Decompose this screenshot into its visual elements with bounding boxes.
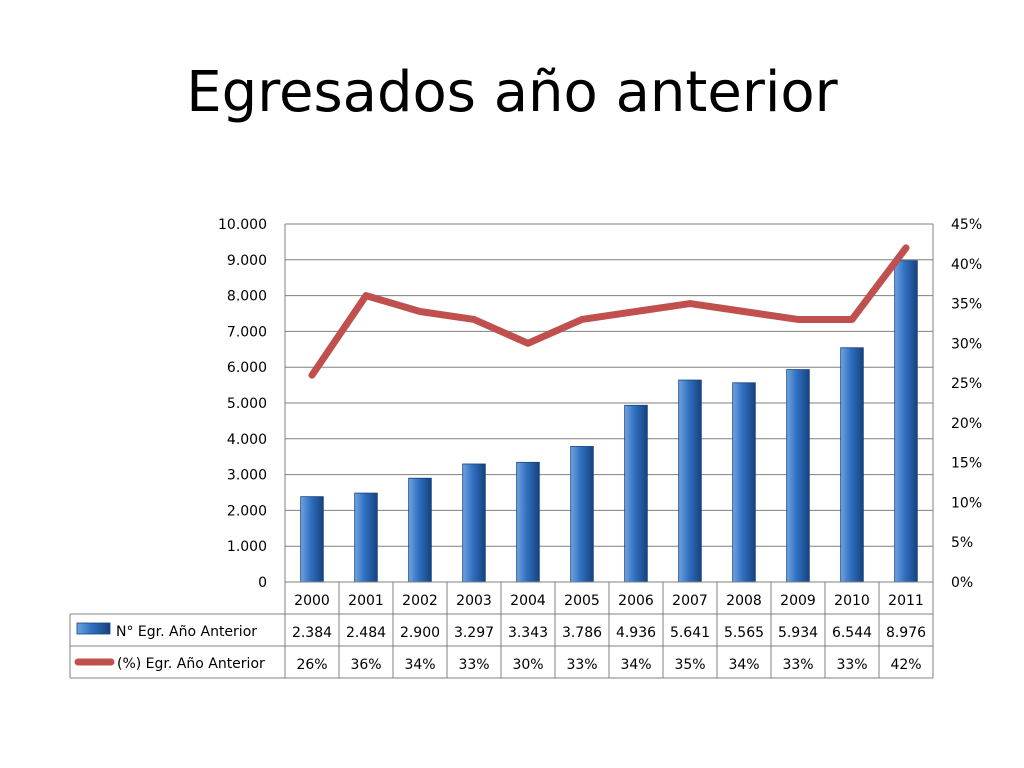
line-point — [311, 374, 313, 376]
bar-value-cell: 2.900 — [400, 625, 440, 641]
bar — [300, 496, 324, 583]
category-label: 2002 — [402, 593, 438, 609]
category-label: 2004 — [510, 593, 546, 609]
line-value-cell: 33% — [782, 657, 813, 673]
line-value-cell: 35% — [674, 657, 705, 673]
right-tick-label: 0% — [951, 575, 973, 591]
bar-value-cell: 8.976 — [886, 625, 926, 641]
left-tick-label: 8.000 — [227, 289, 267, 305]
percentage-line — [308, 244, 910, 379]
bar-value-cell: 6.544 — [832, 625, 872, 641]
left-tick-label: 7.000 — [227, 324, 267, 340]
line-value-cell: 34% — [728, 657, 759, 673]
bar — [732, 382, 756, 583]
right-tick-label: 25% — [951, 376, 982, 392]
bar — [570, 446, 594, 583]
left-tick-label: 5.000 — [227, 396, 267, 412]
axes: 0 1.000 2.000 3.000 4.000 5.000 6.000 7.000 8.00… — [218, 217, 982, 591]
left-tick-label: 6.000 — [227, 360, 267, 376]
bar — [462, 463, 486, 583]
line-point — [743, 311, 745, 313]
bar-value-cell: 5.565 — [724, 625, 764, 641]
category-label: 2009 — [780, 593, 816, 609]
left-tick-label: 9.000 — [227, 253, 267, 269]
right-tick-label: 10% — [951, 495, 982, 511]
left-tick-label: 4.000 — [227, 432, 267, 448]
data-table: 2000 2.384 26% 2001 2.484 36% 2002 2.900 34% 2003… — [69, 581, 934, 679]
bar-value-cell: 5.641 — [670, 625, 710, 641]
right-tick-label: 20% — [951, 416, 982, 432]
line-point — [419, 311, 421, 313]
line-value-cell: 34% — [404, 657, 435, 673]
category-label: 2007 — [672, 593, 708, 609]
category-label: 2008 — [726, 593, 762, 609]
line-value-cell: 33% — [458, 657, 489, 673]
bar-value-cell: 3.343 — [508, 625, 548, 641]
right-tick-label: 35% — [951, 297, 982, 313]
line-value-cell: 36% — [350, 657, 381, 673]
right-tick-label: 40% — [951, 257, 982, 273]
line-value-cell: 33% — [836, 657, 867, 673]
gridlines — [285, 223, 933, 583]
bar-value-cell: 3.297 — [454, 625, 494, 641]
bar-series — [300, 260, 918, 583]
bar-value-cell: 3.786 — [562, 625, 602, 641]
line-value-cell: 33% — [566, 657, 597, 673]
bar — [624, 404, 648, 583]
line-legend-label: (%) Egr. Año Anterior — [117, 656, 265, 672]
left-tick-label: 1.000 — [227, 539, 267, 555]
category-label: 2006 — [618, 593, 654, 609]
line-point — [581, 318, 583, 320]
bar — [786, 369, 810, 583]
line-point — [527, 342, 529, 344]
line-point — [689, 303, 691, 305]
right-tick-label: 45% — [951, 217, 982, 233]
category-label: 2011 — [888, 593, 924, 609]
line-value-cell: 42% — [890, 657, 921, 673]
bar-legend-key — [76, 622, 111, 635]
left-tick-label: 2.000 — [227, 503, 267, 519]
line-value-cell: 34% — [620, 657, 651, 673]
left-tick-label: 10.000 — [218, 217, 267, 233]
line-point — [365, 295, 367, 297]
bar — [840, 347, 864, 583]
category-label: 2000 — [294, 593, 330, 609]
slide-title: Egresados año anterior — [186, 60, 838, 125]
category-label: 2001 — [348, 593, 384, 609]
bar — [354, 492, 378, 583]
category-label: 2010 — [834, 593, 870, 609]
line-point — [851, 318, 853, 320]
bar-value-cell: 5.934 — [778, 625, 818, 641]
line-series — [308, 244, 910, 379]
bar-value-cell: 2.484 — [346, 625, 386, 641]
left-tick-label: 0 — [258, 575, 267, 591]
right-tick-label: 15% — [951, 456, 982, 472]
line-value-cell: 30% — [512, 657, 543, 673]
bar-value-cell: 2.384 — [292, 625, 332, 641]
bar — [516, 461, 540, 583]
line-value-cell: 26% — [296, 657, 327, 673]
line-point — [905, 247, 907, 249]
bar — [894, 260, 918, 583]
line-point — [797, 318, 799, 320]
right-tick-label: 5% — [951, 535, 973, 551]
left-tick-label: 3.000 — [227, 468, 267, 484]
bar — [408, 477, 432, 583]
bar — [678, 379, 702, 583]
line-point — [635, 311, 637, 313]
right-tick-label: 30% — [951, 336, 982, 352]
line-point — [473, 318, 475, 320]
bar-value-cell: 4.936 — [616, 625, 656, 641]
category-label: 2003 — [456, 593, 492, 609]
category-label: 2005 — [564, 593, 600, 609]
bar-legend-label: N° Egr. Año Anterior — [116, 624, 257, 640]
